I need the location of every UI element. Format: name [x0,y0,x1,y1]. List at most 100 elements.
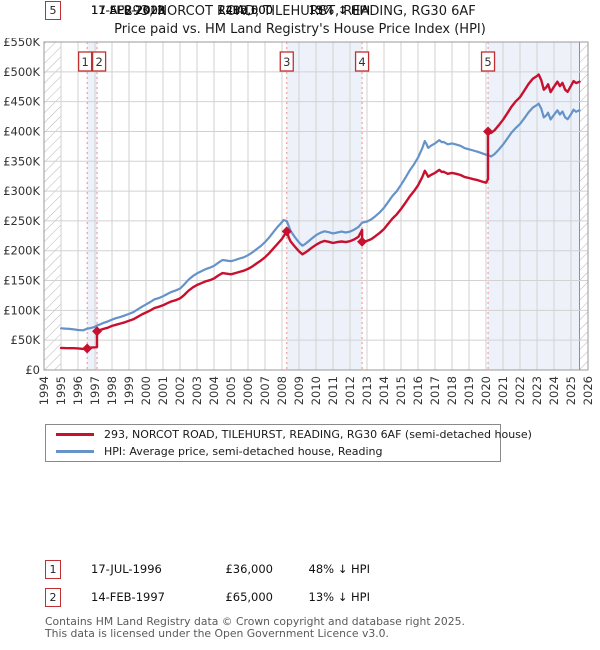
property-line-swatch [56,433,94,436]
x-axis-label: 2024 [547,376,561,405]
y-axis-label: £50K [11,333,41,347]
x-axis-label: 2009 [292,376,306,405]
chart-legend: 293, NORCOT ROAD, TILEHURST, READING, RG… [45,424,532,462]
sale-number-box-label: 1 [81,55,88,69]
x-axis-label: 2014 [377,376,391,405]
hpi-series-line [59,102,581,332]
sale-marker-diamond [281,226,292,237]
x-axis-label: 2001 [156,376,170,405]
license-footer: Contains HM Land Registry data © Crown c… [45,616,465,639]
sale-marker-diamond [357,236,368,247]
sale-number-box [480,51,496,72]
no-data-hatch [44,42,61,370]
legend-item-hpi: HPI: Average price, semi-detached house,… [56,444,500,459]
y-axis-label: £250K [3,214,40,228]
x-axis-label: 2002 [173,376,187,405]
sale-date: 17-JUL-1996 [91,562,162,576]
x-axis-label: 2005 [224,376,238,405]
hpi-line-swatch [56,450,94,453]
y-axis-label: £550K [3,38,40,49]
sale-marker-diamond [483,126,494,137]
x-axis-label: 2016 [411,376,425,405]
sale-period-band [286,42,363,370]
x-axis-label: 2023 [530,376,544,405]
sale-number-box-label: 4 [358,55,365,69]
y-axis-label: £200K [3,244,40,258]
y-axis-label: £300K [3,184,40,198]
sale-number-box-label: 3 [283,55,290,69]
sale-number-box-label: 5 [484,55,491,69]
price-chart: 1 2 3 4 5 £0 £50K £100K £150K £200K £250K £300K £350… [3,38,595,405]
sale-number-box [279,51,294,72]
sale-date: 17-FEB-2020 [91,3,165,17]
page-subtitle: Price paid vs. HM Land Registry's House … [114,22,486,37]
x-axis-label: 2018 [445,376,459,405]
table-row: 1 17-JUL-1996 £36,000 48% ↓ HPI [45,559,475,579]
x-axis-label: 2010 [309,376,323,405]
x-axis-label: 1994 [37,376,51,405]
x-axis-label: 2011 [326,376,340,405]
page-title: 293, NORCOT ROAD, TILEHURST, READING, RG… [124,4,476,19]
sale-period-band [87,42,98,370]
sale-number-box [91,51,107,72]
x-axis-label: 2006 [241,376,255,405]
x-axis-label: 1998 [105,376,119,405]
x-axis-label: 2022 [513,376,527,405]
x-axis-label: 2017 [428,376,442,405]
sale-marker-diamond [92,326,103,337]
table-row: 5 17-FEB-2020 £400,000 11% ↑ HPI [45,0,475,20]
no-data-hatch [579,42,588,370]
x-axis-label: 2021 [496,376,510,405]
x-axis-label: 2008 [275,376,289,405]
y-axis-label: £350K [3,154,40,168]
sale-price: £65,000 [225,590,273,604]
legend-label-hpi: HPI: Average price, semi-detached house,… [104,445,383,458]
sale-number-box-label: 2 [95,55,102,69]
x-axis-label: 1997 [88,376,102,405]
legend-label-property: 293, NORCOT ROAD, TILEHURST, READING, RG… [104,428,532,441]
x-axis-label: 2003 [190,376,204,405]
sale-number-box [77,51,93,72]
sale-price: £232,500 [218,3,273,17]
x-axis-label: 2004 [207,376,221,405]
sale-hpi-diff: 48% ↓ HPI [308,562,370,576]
sale-price: £215,000 [218,3,273,17]
footer-line-1: Contains HM Land Registry data © Crown c… [45,615,465,628]
plot-border [43,41,589,371]
sale-number-badge: 2 [45,587,61,607]
table-row: 2 14-FEB-1997 £65,000 13% ↓ HPI [45,587,475,607]
x-axis-label: 1996 [71,376,85,405]
x-axis-label: 2025 [564,376,578,405]
x-axis-label: 2015 [394,376,408,405]
x-axis-label: 2019 [462,376,476,405]
x-axis-label: 1999 [122,376,136,405]
sale-date: 17-SEP-2012 [91,3,165,17]
sale-price: £400,000 [218,3,273,17]
x-axis-label: 2000 [139,376,153,405]
y-axis-label: £400K [3,124,40,138]
legend-item-property: 293, NORCOT ROAD, TILEHURST, READING, RG… [56,427,532,442]
x-axis-label: 2007 [258,376,272,405]
y-axis-label: £450K [3,95,40,109]
sale-date: 14-FEB-1997 [91,590,165,604]
sale-date: 11-APR-2008 [91,3,166,17]
y-axis-label: £500K [3,65,40,79]
sale-hpi-diff: 5% ↓ HPI [315,3,370,17]
x-axis-label: 2026 [581,376,595,405]
sale-hpi-diff: 13% ↓ HPI [308,590,370,604]
x-axis-label: 2012 [343,376,357,405]
table-row: 3 11-APR-2008 £232,500 5% ↓ HPI [45,0,475,20]
x-axis-label: 1995 [54,376,68,405]
y-axis-label: £150K [3,274,40,288]
y-axis-label: £0 [25,363,40,377]
property-series-line [59,73,581,351]
sale-number-box [354,51,370,72]
sale-hpi-diff: 13% ↓ HPI [308,3,370,17]
x-axis-label: 2013 [360,376,374,405]
sale-number-badge: 5 [45,0,61,20]
y-axis-label: £100K [3,303,40,317]
footer-line-2: This data is licensed under the Open Gov… [45,626,389,640]
sale-number-badge: 1 [45,559,61,579]
x-axis-label: 2020 [479,376,493,405]
